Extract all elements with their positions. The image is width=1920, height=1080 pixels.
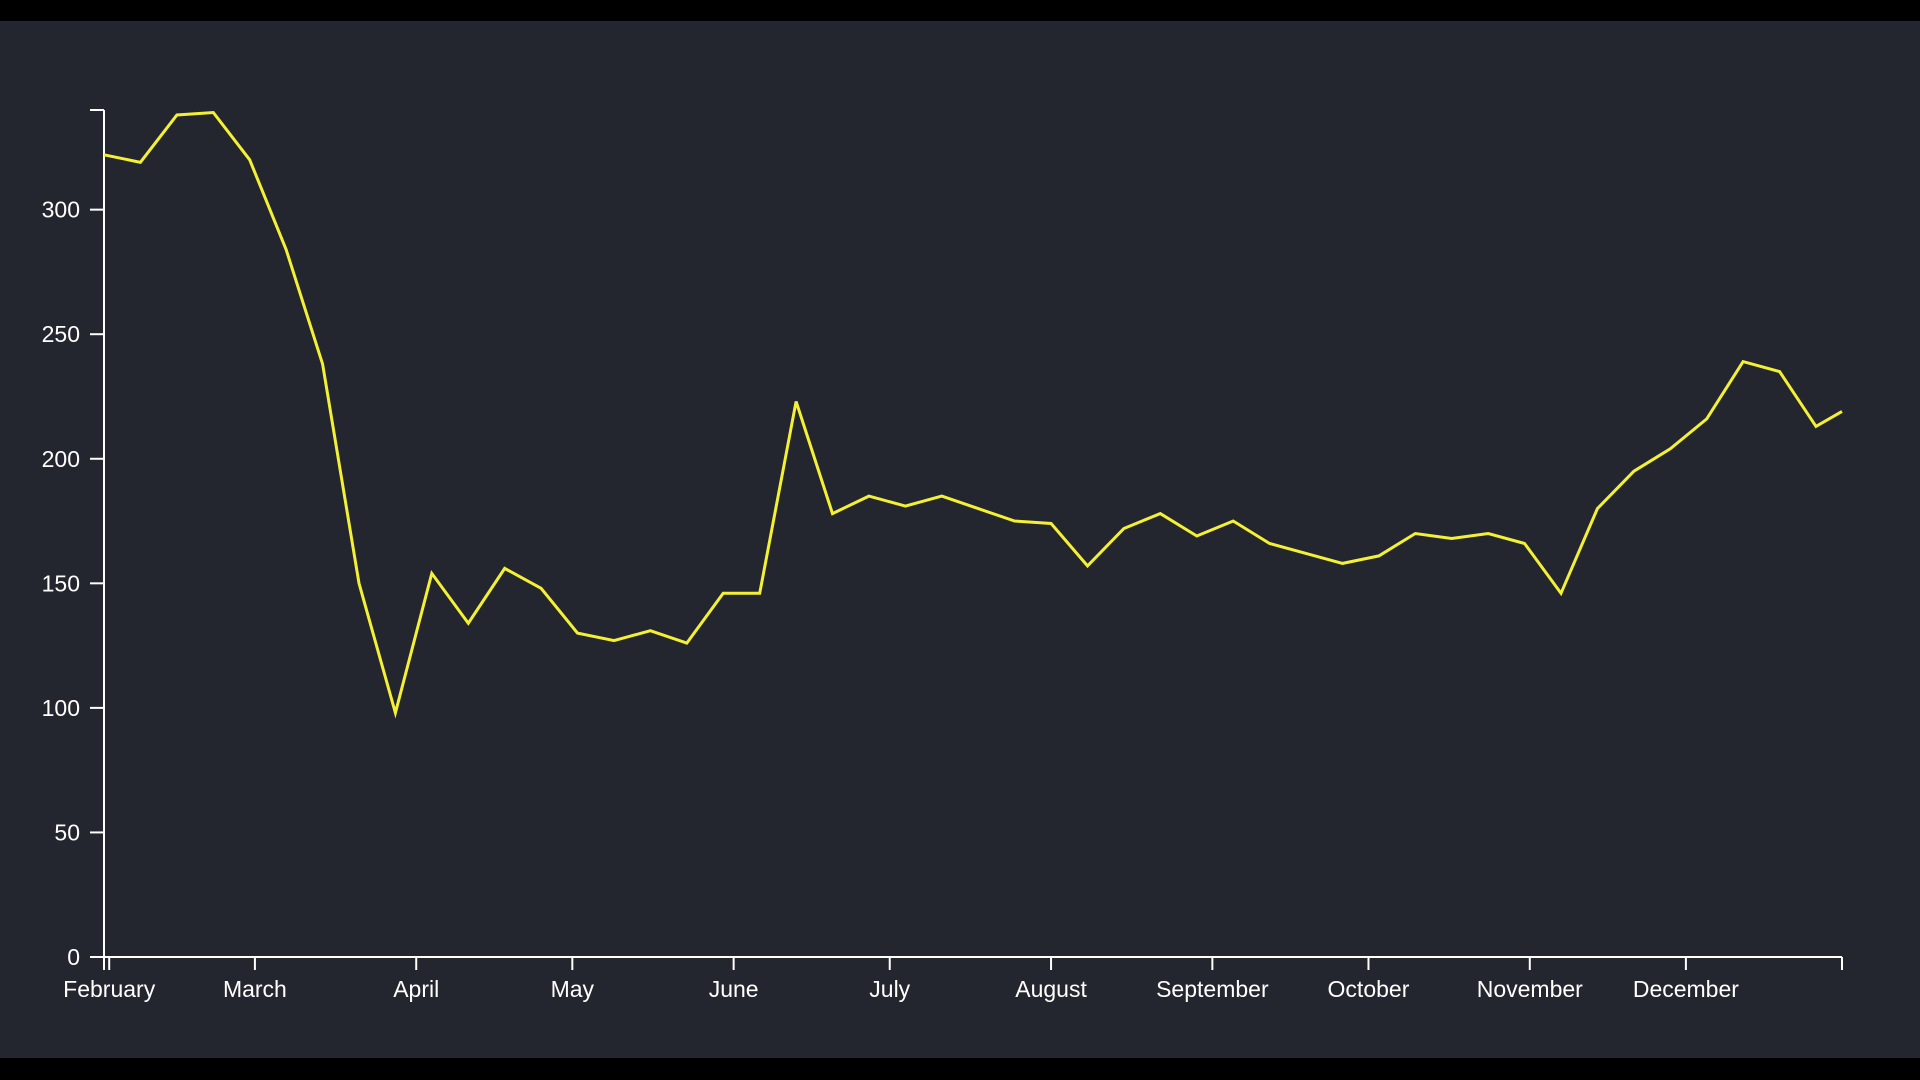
y-tick-label: 300	[42, 197, 80, 223]
chart-panel	[0, 21, 1920, 1058]
y-tick-label: 0	[67, 944, 80, 970]
x-tick-label: July	[869, 976, 910, 1002]
y-tick-label: 150	[42, 570, 80, 596]
x-tick-label: August	[1015, 976, 1087, 1002]
x-tick-label: February	[63, 976, 156, 1002]
x-tick-label: April	[393, 976, 439, 1002]
x-tick-label: June	[709, 976, 759, 1002]
y-tick-label: 100	[42, 695, 80, 721]
series-line	[103, 110, 1843, 719]
y-tick-label: 50	[54, 819, 80, 845]
y-tick-label: 200	[42, 446, 80, 472]
y-axis: 0 50 100 150 200 250 300	[42, 109, 105, 970]
x-tick-label: September	[1156, 976, 1269, 1002]
x-tick-label: December	[1633, 976, 1739, 1002]
x-axis: February March April May June July August Septe…	[63, 956, 1843, 1002]
y-tick-label: 250	[42, 321, 80, 347]
x-tick-label: October	[1328, 976, 1410, 1002]
x-tick-label: March	[223, 976, 287, 1002]
plot-area	[103, 110, 1843, 719]
x-tick-label: November	[1477, 976, 1583, 1002]
x-tick-label: May	[551, 976, 595, 1002]
